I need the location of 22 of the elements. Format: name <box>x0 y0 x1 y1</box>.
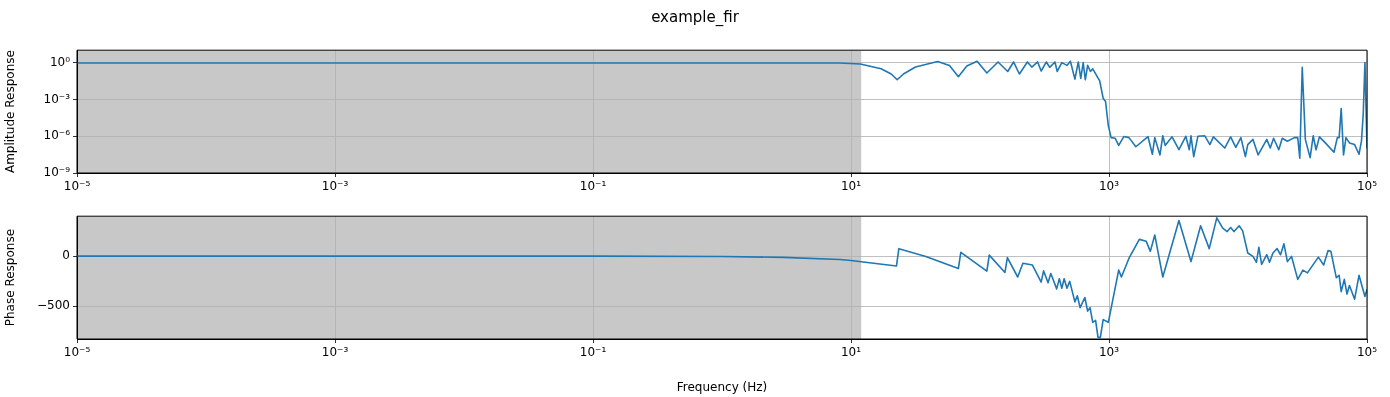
x-tick-label: 10⁻¹ <box>579 345 607 360</box>
y-tick-label: 10⁰ <box>49 55 71 70</box>
y-tick-label: 10⁻⁶ <box>43 128 71 143</box>
y-tick-label: −500 <box>37 298 70 313</box>
x-tick-label: 10⁻⁵ <box>63 345 91 360</box>
x-tick-label: 10⁻⁵ <box>63 179 91 194</box>
x-tick-label: 10¹ <box>840 345 862 360</box>
x-axis-title: Frequency (Hz) <box>676 379 768 394</box>
x-tick-label: 10⁵ <box>1356 345 1378 360</box>
x-tick-label: 10⁵ <box>1356 179 1378 194</box>
x-tick-label: 10⁻¹ <box>579 179 607 194</box>
y-tick-label: 10⁻³ <box>43 91 71 106</box>
y-tick-label: 0 <box>62 248 70 263</box>
x-tick-label: 10³ <box>1098 179 1120 194</box>
x-tick-label: 10⁻³ <box>321 345 349 360</box>
y-axis-title: Phase Response <box>3 228 18 327</box>
x-tick-label: 10³ <box>1098 345 1120 360</box>
x-tick-label: 10⁻³ <box>321 179 349 194</box>
chart-title: example_fir <box>650 8 740 26</box>
x-tick-label: 10¹ <box>840 179 862 194</box>
y-tick-label: 10⁻⁹ <box>43 165 71 180</box>
y-axis-title: Amplitude Response <box>3 50 18 174</box>
